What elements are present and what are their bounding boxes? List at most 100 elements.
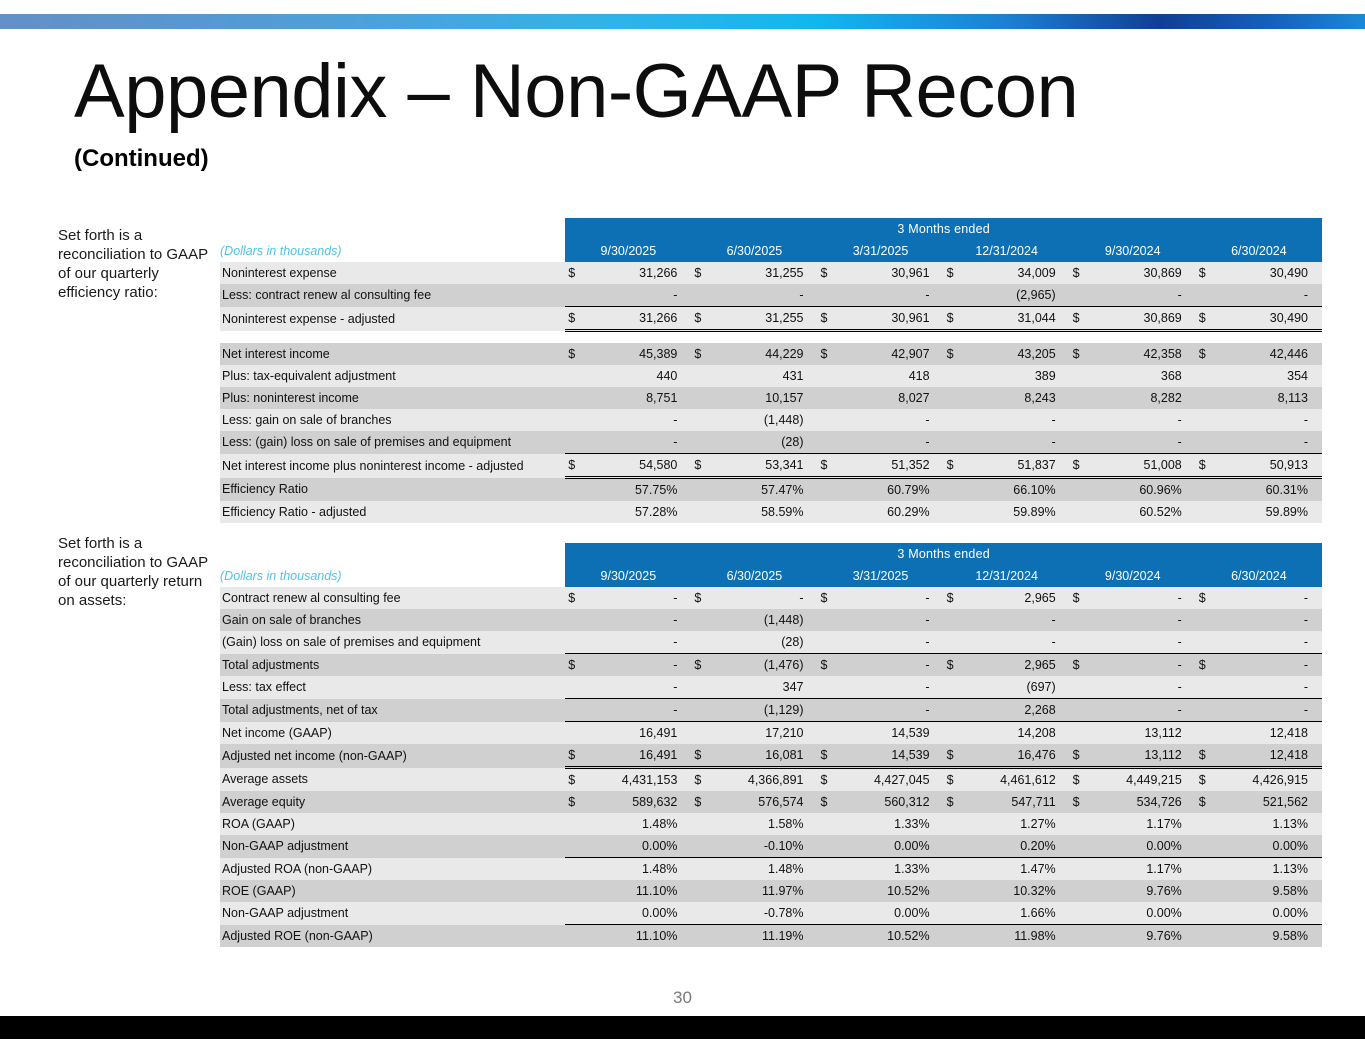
table-cell-value: 368 (1091, 365, 1196, 387)
header-period-label: 3 Months ended (565, 218, 1322, 240)
table-cell-value: 1.33% (839, 813, 944, 835)
currency-symbol (565, 902, 588, 925)
table-header-dates-row: (Dollars in thousands) 9/30/2025 6/30/20… (220, 565, 1322, 587)
row-label: Non-GAAP adjustment (220, 902, 566, 925)
row-label: Adjusted ROE (non-GAAP) (220, 924, 566, 947)
column-header-date: 9/30/2024 (1069, 565, 1196, 587)
table-cell-value: 0.00% (587, 835, 692, 858)
table-row: Plus: tax-equivalent adjustment 440 431 418… (220, 365, 1322, 387)
table-row: Non-GAAP adjustment 0.00% -0.10% 0.00% 0.20%… (220, 835, 1322, 858)
table-cell-value: 51,352 (839, 453, 944, 479)
table-cell-value: 42,907 (839, 343, 944, 365)
table-cell-value: 0.00% (1091, 902, 1196, 925)
currency-symbol: $ (691, 767, 714, 791)
table-cell-value: - (965, 409, 1070, 431)
efficiency-ratio-reconciliation-table: 3 Months ended (Dollars in thousands) 9/… (220, 218, 1322, 523)
currency-symbol (691, 284, 714, 307)
currency-symbol (1195, 676, 1218, 699)
row-label: Less: gain on sale of branches (220, 409, 566, 431)
currency-symbol (691, 924, 714, 947)
currency-symbol: $ (1195, 306, 1218, 332)
table-cell-value: 14,539 (839, 744, 944, 769)
row-label: Total adjustments (220, 653, 566, 676)
row-label: Less: tax effect (220, 676, 566, 699)
table-cell-value: 8,282 (1091, 387, 1196, 409)
currency-symbol (817, 409, 840, 431)
table-cell-value: - (713, 284, 818, 307)
currency-symbol (691, 387, 714, 409)
currency-symbol (691, 631, 714, 654)
table-cell-value: - (1091, 631, 1196, 654)
table-cell-value: 2,965 (965, 587, 1070, 609)
currency-symbol: $ (565, 306, 588, 332)
currency-symbol (817, 698, 840, 722)
currency-symbol (817, 365, 840, 387)
table-cell-value: - (1091, 653, 1196, 676)
table-cell-value: - (839, 587, 944, 609)
currency-symbol (691, 409, 714, 431)
table-row: Less: contract renew al consulting fee - -… (220, 284, 1322, 307)
table-cell-value: - (713, 587, 818, 609)
row-label: Total adjustments, net of tax (220, 698, 566, 722)
table-cell-value: 0.00% (1217, 835, 1322, 858)
table-row: Total adjustments, net of tax - (1,129) -2,… (220, 698, 1322, 722)
currency-symbol: $ (1069, 791, 1092, 813)
currency-symbol: $ (1195, 767, 1218, 791)
table-cell-value: 30,490 (1217, 306, 1322, 332)
side-note-return-on-assets: Set forth is a reconciliation to GAAP of… (58, 535, 208, 609)
currency-symbol: $ (943, 262, 966, 284)
table-cell-value: 440 (587, 365, 692, 387)
currency-symbol (943, 924, 966, 947)
table-cell-value: 9.58% (1217, 880, 1322, 902)
side-note-efficiency-ratio: Set forth is a reconciliation to GAAP of… (58, 227, 208, 301)
currency-symbol: $ (565, 453, 588, 479)
table-cell-value: - (1091, 409, 1196, 431)
table-cell-value: 14,208 (965, 721, 1070, 744)
table-cell-value: - (1091, 587, 1196, 609)
currency-symbol (565, 387, 588, 409)
table-cell-value: 60.31% (1217, 477, 1322, 501)
table-cell-value: 51,837 (965, 453, 1070, 479)
table-cell-value: 0.00% (1217, 902, 1322, 925)
currency-symbol: $ (691, 587, 714, 609)
currency-symbol (1195, 631, 1218, 654)
currency-symbol (565, 698, 588, 722)
top-gradient-bar (0, 14, 1365, 29)
table-cell-value: 10.52% (839, 880, 944, 902)
currency-symbol (565, 431, 588, 454)
table-cell-value: 4,366,891 (713, 767, 818, 791)
table-cell-value: 11.10% (587, 880, 692, 902)
table-cell-value: 16,491 (587, 721, 692, 744)
currency-symbol (691, 501, 714, 523)
currency-symbol: $ (565, 744, 588, 769)
table-cell-value: 1.48% (587, 857, 692, 880)
column-header-date: 12/31/2024 (943, 240, 1070, 262)
currency-symbol (943, 501, 966, 523)
currency-symbol: $ (817, 767, 840, 791)
currency-symbol: $ (565, 343, 588, 365)
currency-symbol (691, 835, 714, 858)
currency-symbol (1069, 477, 1092, 501)
table-cell-value: (1,448) (713, 409, 818, 431)
currency-symbol: $ (817, 791, 840, 813)
table-cell-value: 1.66% (965, 902, 1070, 925)
table-cell-value: 8,113 (1217, 387, 1322, 409)
currency-symbol (1069, 431, 1092, 454)
table-row: ROE (GAAP) 11.10% 11.97% 10.52% 10.32% 9.76% 9… (220, 880, 1322, 902)
table-row: Adjusted net income (non-GAAP) $16,491 $16… (220, 744, 1322, 769)
table-cell-value: - (587, 409, 692, 431)
table-row: Net interest income plus noninterest inc… (220, 453, 1322, 479)
table-row: Average equity $589,632 $576,574 $560,312 $5… (220, 791, 1322, 813)
table-header-span-row: 3 Months ended (220, 543, 1322, 565)
table-cell-value: 31,255 (713, 306, 818, 332)
table-row: Net interest income $45,389 $44,229 $42,907… (220, 343, 1322, 365)
table-cell-value: - (839, 409, 944, 431)
table-cell-value: 43,205 (965, 343, 1070, 365)
table-cell-value: - (965, 431, 1070, 454)
table-cell-value: (1,448) (713, 609, 818, 631)
currency-symbol: $ (943, 744, 966, 769)
currency-symbol (943, 431, 966, 454)
table-cell-value: - (587, 676, 692, 699)
table-cell-value: 0.00% (1091, 835, 1196, 858)
table-cell-value: 4,426,915 (1217, 767, 1322, 791)
